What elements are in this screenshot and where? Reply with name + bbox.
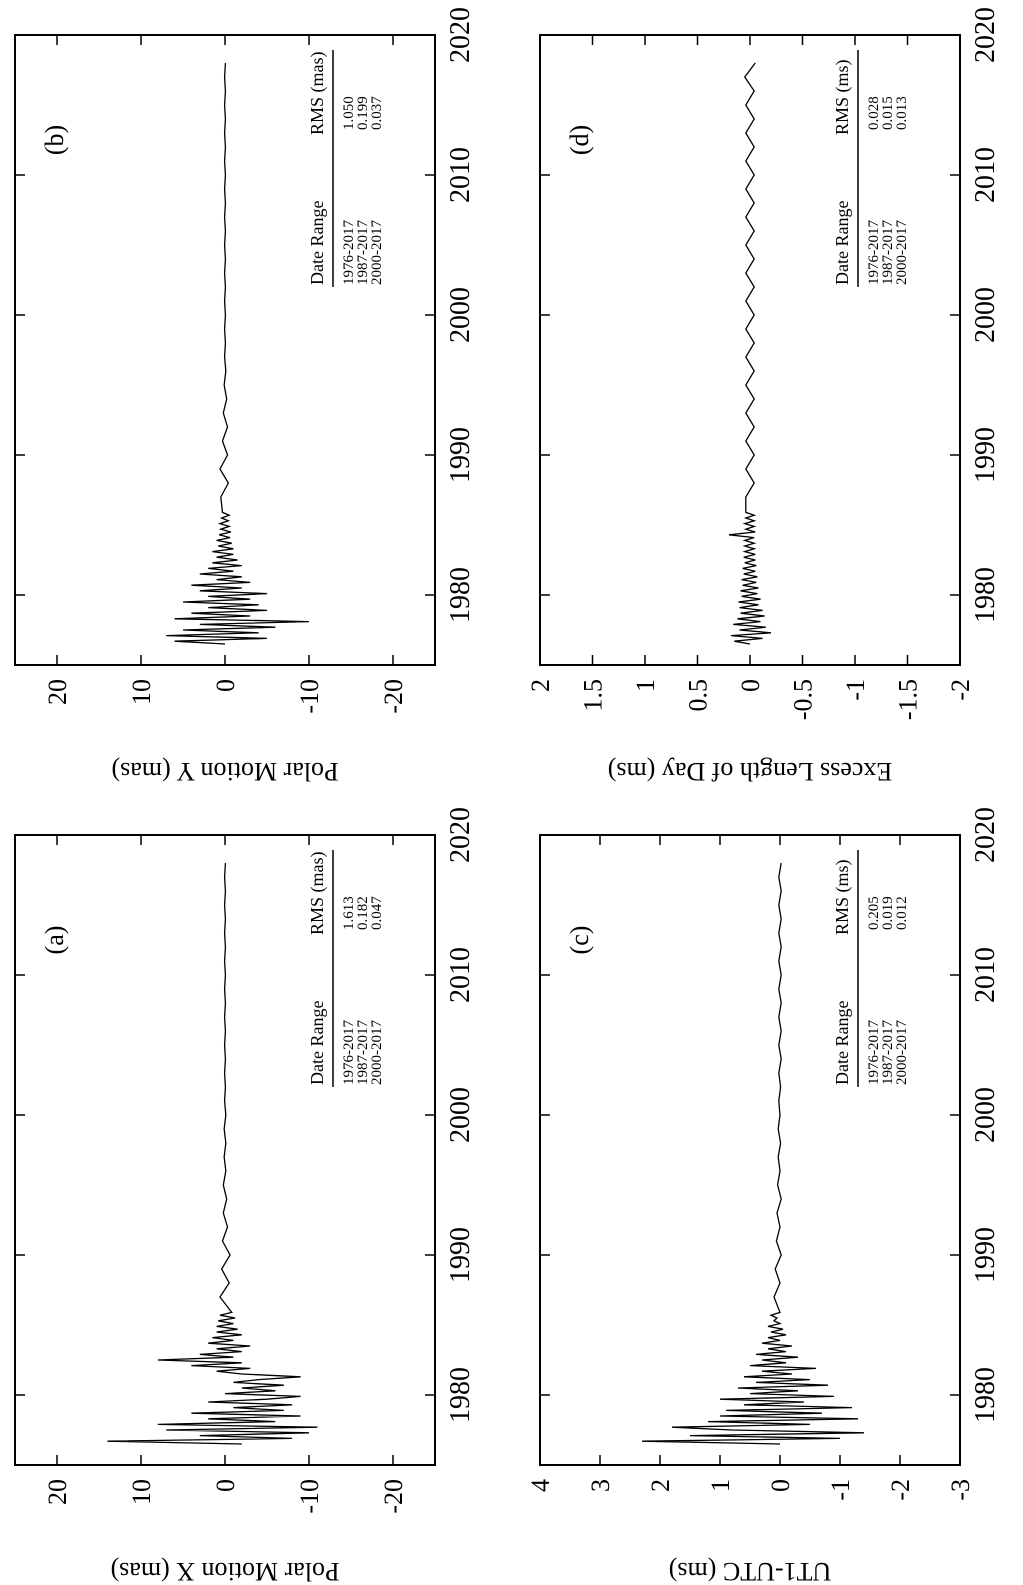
y-tick-label: -2 [946, 679, 975, 701]
table-header: Date Range [832, 201, 852, 285]
table-header: Date Range [307, 1001, 327, 1085]
table-cell: 0.205 [866, 896, 882, 930]
table-cell: 0.037 [369, 96, 385, 130]
y-tick-label: 20 [43, 679, 72, 705]
table-header: RMS (mas) [307, 851, 328, 935]
x-tick-label: 2010 [970, 147, 1001, 203]
x-tick-label: 2020 [445, 807, 476, 863]
table-header: Date Range [832, 1001, 852, 1085]
y-tick-label: 3 [586, 1479, 615, 1492]
y-tick-label: -0.5 [789, 679, 818, 720]
table-cell: 1987-2017 [355, 1020, 371, 1085]
x-tick-label: 2020 [445, 7, 476, 63]
y-tick-label: 1 [706, 1479, 735, 1492]
table-header: RMS (ms) [832, 859, 853, 935]
table-cell: 1976-2017 [341, 1020, 357, 1085]
y-tick-label: 0 [211, 1479, 240, 1492]
y-tick-label: 0 [211, 679, 240, 692]
panel-label: (a) [40, 926, 69, 955]
table-cell: 0.015 [880, 96, 896, 130]
x-tick-label: 1980 [445, 567, 476, 623]
table-cell: 1987-2017 [880, 220, 896, 285]
y-tick-label: -10 [295, 679, 324, 714]
x-tick-label: 2000 [445, 1087, 476, 1143]
x-tick-label: 2000 [970, 1087, 1001, 1143]
x-tick-label: 1980 [445, 1367, 476, 1423]
plot-frame [539, 834, 961, 1466]
y-tick-label: -10 [295, 1479, 324, 1514]
x-tick-label: 2020 [970, 7, 1001, 63]
y-tick-label: 2 [646, 1479, 675, 1492]
x-tick-label: 2020 [970, 807, 1001, 863]
y-tick-label: 0.5 [684, 679, 713, 712]
data-line [641, 862, 865, 1445]
x-tick-label: 1990 [445, 1227, 476, 1283]
x-tick-label: 1980 [970, 1367, 1001, 1423]
data-line [166, 62, 310, 645]
x-tick-label: 1990 [445, 427, 476, 483]
table-header: Date Range [307, 201, 327, 285]
table-cell: 0.012 [894, 896, 910, 930]
x-tick-label: 2010 [445, 947, 476, 1003]
x-tick-label: 1990 [970, 427, 1001, 483]
panel: 1980 1990 2000 2010 2020 2 1.5 1 0.5 0 -0.5 -1 -1.5 -… [526, 7, 1001, 786]
y-axis-title: Polar Motion X (mas) [111, 1557, 340, 1585]
y-tick-label: -20 [379, 1479, 408, 1514]
table-cell: 1976-2017 [866, 220, 882, 285]
table-header: RMS (ms) [832, 59, 853, 135]
table-cell: 1976-2017 [866, 1020, 882, 1085]
y-tick-label: 4 [526, 1479, 555, 1492]
y-tick-label: 10 [127, 1479, 156, 1505]
y-tick-label: 1 [631, 679, 660, 692]
table-cell: 1976-2017 [341, 220, 357, 285]
table-cell: 2000-2017 [369, 1020, 385, 1085]
y-tick-label: 0 [766, 1479, 795, 1492]
table-cell: 2000-2017 [894, 1020, 910, 1085]
y-axis-title: UT1-UTC (ms) [669, 1557, 831, 1585]
panel-label: (b) [40, 125, 69, 155]
y-tick-label: 10 [127, 679, 156, 705]
x-tick-label: 2000 [445, 287, 476, 343]
table-cell: 0.199 [355, 96, 371, 130]
panel-label: (d) [565, 125, 594, 155]
table-header: RMS (mas) [307, 51, 328, 135]
table-cell: 1.050 [341, 96, 357, 130]
table-cell: 2000-2017 [369, 220, 385, 285]
table-cell: 1987-2017 [880, 1020, 896, 1085]
x-tick-label: 2010 [445, 147, 476, 203]
table-cell: 0.028 [866, 96, 882, 130]
y-tick-label: -1.5 [894, 679, 923, 720]
y-tick-label: -1 [841, 679, 870, 701]
y-tick-label: 1.5 [579, 679, 608, 712]
y-tick-label: -3 [946, 1479, 975, 1501]
y-tick-label: 2 [526, 679, 555, 692]
data-line [728, 62, 772, 645]
x-tick-label: 1990 [970, 1227, 1001, 1283]
y-tick-label: -20 [379, 679, 408, 714]
table-cell: 0.013 [894, 96, 910, 130]
table-cell: 0.019 [880, 896, 896, 930]
y-tick-label: -2 [886, 1479, 915, 1501]
panel-label: (c) [565, 926, 594, 955]
y-tick-label: -1 [826, 1479, 855, 1501]
table-cell: 1987-2017 [355, 220, 371, 285]
panel: 1980 1990 2000 2010 2020 4 3 2 1 0 -1 -2 -3 UT1-UTC (… [526, 807, 1001, 1585]
y-axis-title: Excess Length of Day (ms) [608, 757, 892, 786]
y-tick-label: 20 [43, 1479, 72, 1505]
table-cell: 2000-2017 [894, 220, 910, 285]
data-line [107, 862, 318, 1445]
table-cell: 0.047 [369, 896, 385, 930]
table-cell: 1.613 [341, 896, 357, 930]
table-cell: 0.182 [355, 896, 371, 930]
x-tick-label: 2000 [970, 287, 1001, 343]
y-tick-label: 0 [736, 679, 765, 692]
y-axis-title: Polar Motion Y (mas) [112, 757, 339, 786]
x-tick-label: 1980 [970, 567, 1001, 623]
x-tick-label: 2010 [970, 947, 1001, 1003]
